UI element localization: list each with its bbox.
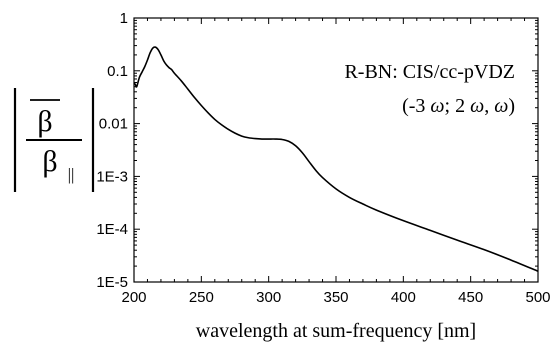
x-tick-label: 500: [525, 289, 550, 306]
tick-labels: 200 250 300 350 400 450 500 1E-5 1E-4 1E-3 0.01 0.1…: [96, 10, 550, 306]
x-tick-label: 450: [458, 289, 483, 306]
x-tick-label: 200: [121, 289, 146, 306]
y-axis-label: β β ||: [13, 88, 95, 192]
y-label-numerator: β: [37, 105, 52, 138]
x-tick-label: 300: [256, 289, 281, 306]
series-line: [133, 46, 539, 272]
plot-frame: [133, 17, 539, 283]
y-label-subscript: ||: [68, 165, 75, 184]
y-tick-label: 1E-3: [96, 168, 128, 185]
x-tick-label: 350: [323, 289, 348, 306]
y-tick-label: 0.1: [107, 63, 128, 80]
y-tick-label: 0.01: [99, 116, 128, 133]
x-tick-label: 400: [391, 289, 416, 306]
y-label-denominator: β: [42, 145, 57, 178]
y-tick-label: 1E-4: [96, 221, 128, 238]
y-tick-label: 1: [120, 10, 128, 27]
annotation-line-2: (-3 ω; 2 ω, ω): [402, 95, 515, 117]
ticks: [133, 17, 539, 283]
y-tick-label: 1E-5: [96, 274, 128, 291]
x-axis-title: wavelength at sum-frequency [nm]: [196, 320, 476, 342]
x-tick-label: 250: [189, 289, 214, 306]
annotation-line-1: R-BN: CIS/cc-pVDZ: [344, 61, 515, 83]
